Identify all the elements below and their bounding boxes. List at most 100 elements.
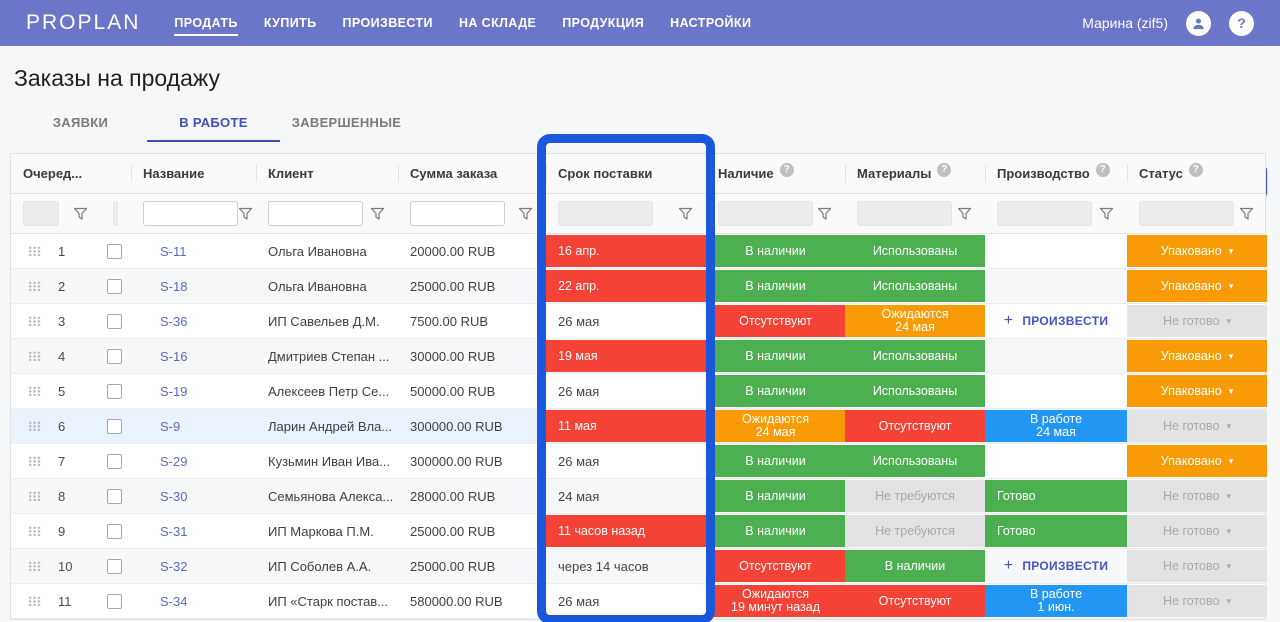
status-dropdown[interactable]: Упаковано ▾ (1127, 235, 1267, 267)
status-dropdown[interactable]: Не готово ▾ (1127, 585, 1267, 617)
order-link[interactable]: S-30 (160, 488, 188, 504)
delivery-date-cell: 26 мая (546, 584, 706, 618)
filter-cell (101, 194, 131, 233)
column-header[interactable]: Название (131, 154, 256, 193)
row-checkbox[interactable] (107, 243, 122, 259)
order-link[interactable]: S-9 (160, 418, 181, 434)
column-header[interactable]: Наличие? (706, 154, 845, 193)
drag-handle-icon[interactable] (28, 526, 41, 536)
column-header[interactable]: Производство? (985, 154, 1127, 193)
delivery-date-cell: 26 мая (546, 374, 706, 408)
column-header[interactable]: Статус? (1127, 154, 1267, 193)
column-header[interactable]: Сумма заказа (398, 154, 546, 193)
status-dropdown[interactable]: Упаковано ▾ (1127, 340, 1267, 372)
order-link[interactable]: S-16 (160, 348, 188, 364)
availability-badge: В наличии (706, 340, 845, 372)
row-checkbox[interactable] (107, 348, 122, 364)
nav-item[interactable]: ПРОИЗВЕСТИ (342, 16, 433, 30)
column-header[interactable]: Клиент (256, 154, 398, 193)
row-checkbox[interactable] (107, 453, 122, 469)
column-help-icon[interactable]: ? (1095, 162, 1110, 177)
filter-funnel-icon[interactable] (1239, 207, 1254, 221)
row-checkbox[interactable] (107, 418, 122, 434)
checkbox-cell (101, 339, 131, 373)
row-checkbox[interactable] (107, 523, 122, 539)
column-help-icon[interactable]: ? (1188, 162, 1203, 177)
filter-funnel-icon[interactable] (238, 207, 253, 221)
drag-handle-icon[interactable] (28, 316, 41, 326)
order-position-cell: 3 (11, 304, 101, 338)
filter-input[interactable] (143, 201, 238, 226)
row-checkbox[interactable] (107, 593, 122, 609)
order-link[interactable]: S-32 (160, 558, 188, 574)
drag-handle-icon[interactable] (28, 491, 41, 501)
nav-item[interactable]: НА СКЛАДЕ (458, 16, 537, 30)
status-cell: Не готово ▾ (1127, 409, 1267, 443)
column-help-icon[interactable]: ? (779, 162, 794, 177)
status-dropdown[interactable]: Упаковано ▾ (1127, 445, 1267, 477)
help-icon[interactable]: ? (1229, 10, 1254, 36)
column-header[interactable] (101, 154, 131, 193)
filter-funnel-icon[interactable] (957, 207, 972, 221)
status-dropdown[interactable]: Не готово ▾ (1127, 410, 1267, 442)
filter-funnel-icon[interactable] (370, 207, 385, 221)
filter-input[interactable] (410, 201, 505, 226)
produce-button[interactable]: + ПРОИЗВЕСТИ (985, 557, 1127, 575)
filter-funnel-icon[interactable] (73, 207, 88, 221)
produce-button[interactable]: + ПРОИЗВЕСТИ (985, 312, 1127, 330)
order-link[interactable]: S-18 (160, 278, 188, 294)
column-header[interactable]: Материалы? (845, 154, 985, 193)
drag-handle-icon[interactable] (28, 351, 41, 361)
column-help-icon[interactable]: ? (937, 162, 952, 177)
drag-handle-icon[interactable] (28, 561, 41, 571)
nav-item[interactable]: ПРОДУКЦИЯ (562, 16, 645, 30)
status-dropdown[interactable]: Упаковано ▾ (1127, 375, 1267, 407)
order-link[interactable]: S-36 (160, 313, 188, 329)
row-checkbox[interactable] (107, 558, 122, 574)
availability-badge: В наличии (706, 375, 845, 407)
order-sum-cell: 300000.00 RUB (410, 453, 503, 469)
nav-item[interactable]: КУПИТЬ (263, 16, 317, 30)
status-dropdown[interactable]: Не готово ▾ (1127, 515, 1267, 547)
column-header[interactable]: Срок поставки (546, 154, 706, 193)
filter-input[interactable] (268, 201, 363, 226)
app-logo[interactable]: PROPLAN (26, 11, 141, 34)
tab-item[interactable]: ЗАЯВКИ (52, 115, 109, 130)
tab-active[interactable]: В РАБОТЕ (147, 106, 280, 142)
status-dropdown[interactable]: Не готово ▾ (1127, 550, 1267, 582)
order-link[interactable]: S-29 (160, 453, 188, 469)
order-position: 6 (58, 418, 66, 434)
column-header[interactable]: Очеред... (11, 154, 101, 193)
materials-cell: Использованы (845, 269, 985, 303)
drag-handle-icon[interactable] (28, 281, 41, 291)
drag-handle-icon[interactable] (28, 421, 41, 431)
column-header-label: Название (143, 166, 205, 181)
nav-right: Марина (zif5) ? (1082, 10, 1254, 36)
filter-funnel-icon[interactable] (518, 207, 533, 221)
row-checkbox[interactable] (107, 488, 122, 504)
drag-handle-icon[interactable] (28, 596, 41, 606)
row-checkbox[interactable] (107, 313, 122, 329)
order-name-cell: S-19 (131, 374, 256, 408)
drag-handle-icon[interactable] (28, 456, 41, 466)
page-title: Заказы на продажу (14, 65, 221, 91)
row-checkbox[interactable] (107, 278, 122, 294)
table-row: 8 S-30 Семьянова Алекса... 28000.00 RUB 24 м… (11, 479, 1267, 514)
tab-item[interactable]: ЗАВЕРШЕННЫЕ (291, 115, 402, 130)
row-checkbox[interactable] (107, 383, 122, 399)
nav-item[interactable]: ПРОДАТЬ (174, 10, 238, 36)
filter-funnel-icon[interactable] (1099, 207, 1114, 221)
order-link[interactable]: S-19 (160, 383, 188, 399)
order-link[interactable]: S-34 (160, 593, 188, 609)
order-link[interactable]: S-31 (160, 523, 188, 539)
status-dropdown[interactable]: Не готово ▾ (1127, 305, 1267, 337)
user-account-icon[interactable] (1186, 10, 1211, 36)
nav-item[interactable]: НАСТРОЙКИ (670, 16, 752, 30)
drag-handle-icon[interactable] (28, 386, 41, 396)
order-link[interactable]: S-11 (160, 243, 187, 259)
drag-handle-icon[interactable] (28, 246, 41, 256)
status-dropdown[interactable]: Не готово ▾ (1127, 480, 1267, 512)
filter-funnel-icon[interactable] (817, 207, 832, 221)
status-dropdown[interactable]: Упаковано ▾ (1127, 270, 1267, 302)
filter-funnel-icon[interactable] (678, 207, 693, 221)
